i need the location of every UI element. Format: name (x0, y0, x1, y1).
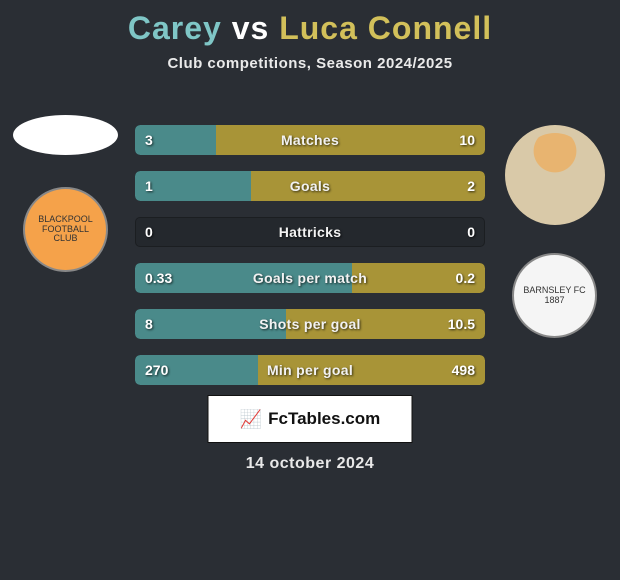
vs-text: vs (232, 10, 270, 46)
stat-label: Hattricks (135, 217, 485, 247)
page-title: Carey vs Luca Connell (0, 10, 620, 47)
stat-label: Min per goal (135, 355, 485, 385)
stat-label: Shots per goal (135, 309, 485, 339)
right-column: BARNSLEY FC 1887 (497, 125, 612, 338)
stat-row: 310Matches (135, 125, 485, 155)
stat-label: Goals per match (135, 263, 485, 293)
subtitle: Club competitions, Season 2024/2025 (0, 55, 620, 72)
date-text: 14 october 2024 (0, 455, 620, 473)
player2-avatar (505, 125, 605, 225)
comparison-card: Carey vs Luca Connell Club competitions,… (0, 0, 620, 580)
brand-icon: 📈 (240, 410, 262, 428)
player2-name: Luca Connell (279, 10, 492, 46)
stat-row: 00Hattricks (135, 217, 485, 247)
stat-row: 12Goals (135, 171, 485, 201)
stat-label: Matches (135, 125, 485, 155)
stat-row: 270498Min per goal (135, 355, 485, 385)
player1-avatar (13, 115, 118, 155)
stats-bars: 310Matches 12Goals 00Hattricks 0.330.2Goals… (135, 125, 485, 385)
stat-row: 810.5Shots per goal (135, 309, 485, 339)
stat-label: Goals (135, 171, 485, 201)
player2-crest: BARNSLEY FC 1887 (512, 253, 597, 338)
brand-text: FcTables.com (268, 409, 380, 429)
stat-row: 0.330.2Goals per match (135, 263, 485, 293)
left-column: BLACKPOOL FOOTBALL CLUB (8, 115, 123, 272)
brand-box[interactable]: 📈 FcTables.com (208, 395, 413, 443)
player1-crest: BLACKPOOL FOOTBALL CLUB (23, 187, 108, 272)
player1-name: Carey (128, 10, 222, 46)
